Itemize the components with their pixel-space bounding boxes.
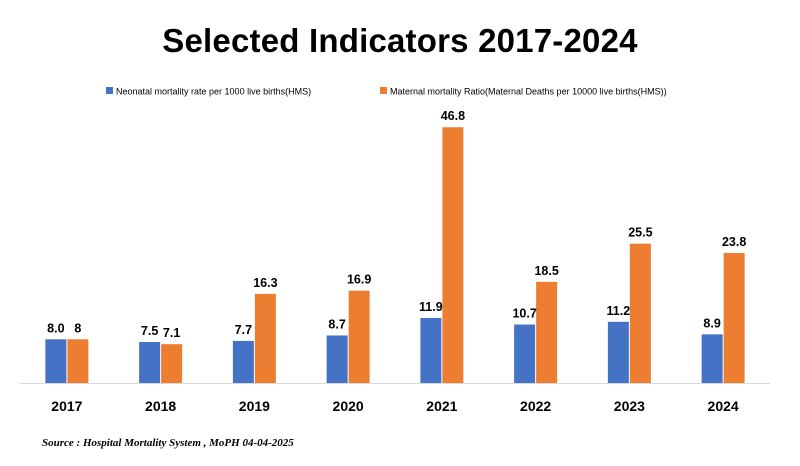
bar-maternal-2020 <box>348 290 370 383</box>
data-label: 7.5 <box>141 324 158 338</box>
bar-maternal-2023 <box>629 243 651 383</box>
bar-maternal-2021 <box>442 127 464 383</box>
x-tick-label: 2019 <box>239 398 270 414</box>
data-label: 11.2 <box>607 304 631 318</box>
legend-label: Maternal mortality Ratio(Maternal Deaths… <box>390 87 667 97</box>
bar-maternal-2019 <box>254 293 276 383</box>
x-tick-label: 2021 <box>426 398 457 414</box>
data-label: 10.7 <box>512 307 536 321</box>
data-label: 7.1 <box>163 326 180 340</box>
bar-maternal-2024 <box>723 252 745 383</box>
bar-neonatal-2018 <box>139 342 161 383</box>
x-tick-label: 2022 <box>520 398 551 414</box>
data-label: 8 <box>74 321 81 335</box>
data-label: 18.5 <box>534 264 558 278</box>
bar-maternal-2017 <box>67 339 89 383</box>
bar-neonatal-2020 <box>326 335 348 383</box>
data-label: 16.3 <box>253 276 277 290</box>
data-label: 8.9 <box>703 316 720 330</box>
data-label: 46.8 <box>441 109 465 123</box>
data-label: 7.7 <box>235 323 252 337</box>
data-label: 8.0 <box>47 321 64 335</box>
x-tick-label: 2017 <box>51 398 82 414</box>
bar-maternal-2018 <box>161 344 183 383</box>
bar-neonatal-2024 <box>701 334 723 383</box>
x-tick-label: 2018 <box>145 398 176 414</box>
x-tick-label: 2024 <box>708 398 739 414</box>
data-label: 11.9 <box>419 300 443 314</box>
legend-swatch <box>380 87 387 94</box>
chart-title: Selected Indicators 2017-2024 <box>162 22 638 59</box>
bar-neonatal-2022 <box>514 324 536 383</box>
x-tick-label: 2023 <box>614 398 645 414</box>
source-note: Source : Hospital Mortality System , MoP… <box>42 437 294 449</box>
data-label: 8.7 <box>328 317 345 331</box>
x-tick-label: 2020 <box>333 398 364 414</box>
bar-neonatal-2021 <box>420 317 442 383</box>
bars <box>45 127 745 383</box>
x-axis: 2017 2018 2019 2020 2021 2022 2023 2024 <box>20 383 770 414</box>
data-label: 25.5 <box>628 226 652 240</box>
bar-neonatal-2023 <box>607 321 629 383</box>
data-labels: 8.0 8 7.5 7.1 7.7 16.3 8.7 16.9 11.9 46.8 10.7 18.5… <box>47 109 746 340</box>
legend-label: Neonatal mortality rate per 1000 live bi… <box>116 87 311 97</box>
bar-maternal-2022 <box>536 281 558 383</box>
legend: Neonatal mortality rate per 1000 live bi… <box>106 87 667 97</box>
data-label: 16.9 <box>347 273 371 287</box>
legend-swatch <box>106 87 113 94</box>
bar-neonatal-2017 <box>45 339 67 383</box>
bar-neonatal-2019 <box>232 340 254 383</box>
data-label: 23.8 <box>722 235 746 249</box>
